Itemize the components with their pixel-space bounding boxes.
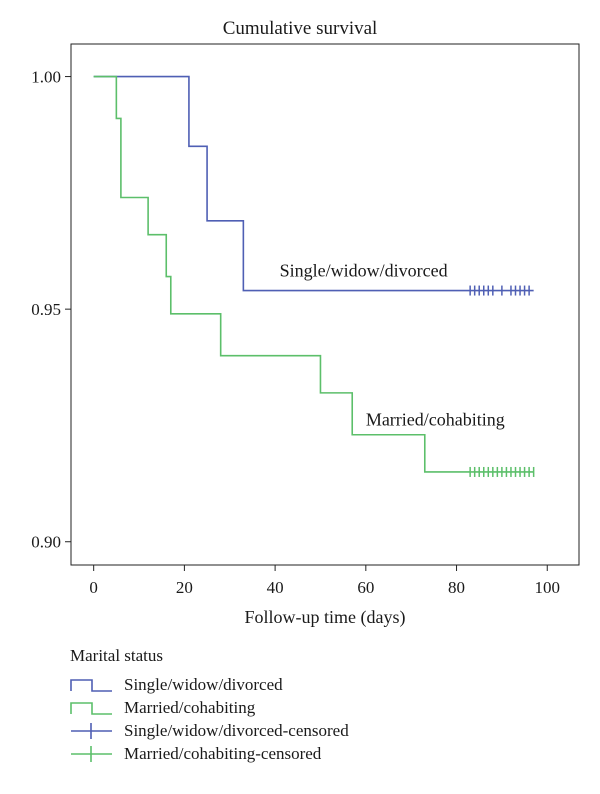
- legend-item-label: Single/widow/divorced-censored: [124, 720, 349, 740]
- legend-item: Married/cohabiting-censored: [70, 742, 349, 765]
- legend-item-label: Married/cohabiting-censored: [124, 743, 322, 763]
- x-axis-label: Follow-up time (days): [245, 607, 406, 628]
- legend-items: Single/widow/divorced Married/cohabiting S…: [70, 673, 349, 765]
- x-tick-label: 60: [357, 578, 374, 597]
- legend-item: Single/widow/divorced-censored: [70, 719, 349, 742]
- curve-annotation: Married/cohabiting: [366, 409, 505, 429]
- y-tick-label: 0.95: [31, 300, 61, 319]
- x-tick-label: 0: [89, 578, 98, 597]
- legend-title: Marital status: [70, 646, 164, 665]
- y-tick-label: 1.00: [31, 68, 61, 87]
- censored-cross-icon: [71, 722, 112, 739]
- x-tick-label: 20: [176, 578, 193, 597]
- curve-annotation: Single/widow/divorced: [280, 261, 448, 281]
- y-tick-label: 0.90: [31, 533, 61, 552]
- legend-item: Married/cohabiting: [70, 696, 349, 719]
- x-tick-label: 100: [535, 578, 561, 597]
- censored-cross-icon: [71, 745, 112, 762]
- chart-title: Cumulative survival: [222, 18, 378, 39]
- legend: Marital status Single/widow/divorced Marr…: [70, 646, 349, 765]
- legend-item-label: Married/cohabiting: [124, 697, 256, 717]
- legend-item-label: Single/widow/divorced: [124, 674, 283, 694]
- plot-frame: [70, 43, 580, 566]
- survival-step-line-1: [93, 75, 534, 292]
- survival-step-line-2: [93, 75, 534, 473]
- survival-chart: 0 20 40 60 80 100 0.90 0.95 1.00 Follow-up time (…: [31, 43, 580, 628]
- step-symbol-icon: [70, 701, 112, 715]
- legend-item: Single/widow/divorced: [70, 673, 349, 696]
- x-tick-label: 40: [267, 578, 284, 597]
- step-symbol-icon: [70, 678, 112, 692]
- x-tick-label: 80: [448, 578, 465, 597]
